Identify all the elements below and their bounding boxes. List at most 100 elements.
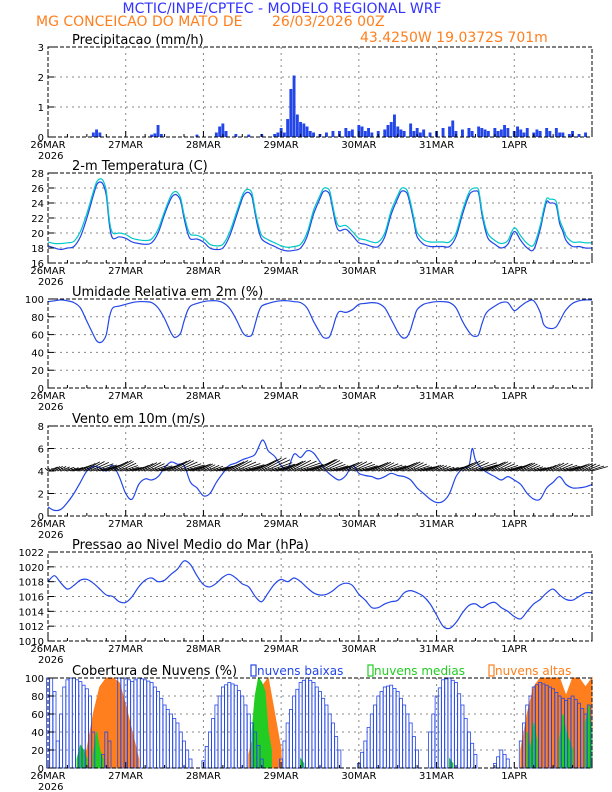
wind-barb-tick (391, 467, 395, 472)
panel-6: 26MAR 27MAR 28MAR 29MAR 30MAR 31MAR 1APR202602… (25, 664, 593, 792)
wind-barb-tick (261, 467, 266, 472)
precip-bar (519, 129, 523, 137)
wind-barb (148, 463, 165, 472)
wind-barb-tick (523, 467, 528, 472)
y-tick-label: 1 (38, 103, 44, 114)
wind-barb-tick (115, 467, 120, 472)
wind-barb-tick (297, 467, 301, 472)
panel-title: Precipitacao (mm/h) (72, 33, 204, 48)
wind-barb (177, 461, 198, 472)
x-tick-label: 27MAR (108, 391, 143, 402)
wind-barb-tick (332, 467, 337, 472)
legend-swatch (488, 664, 495, 677)
wind-barb-tick (132, 467, 136, 472)
panel-5: 26MAR 27MAR 28MAR 29MAR 30MAR 31MAR 1APR 2026 10… (19, 538, 593, 666)
wind-barb-tick (264, 467, 269, 472)
wind-barb-tick (135, 467, 139, 472)
gridlines (48, 678, 592, 768)
wind-barb-tick (119, 467, 123, 472)
wind-barb-tick (455, 467, 460, 472)
x-tick-label: 31MAR (419, 140, 454, 151)
y-tick-label: 60 (31, 710, 44, 721)
precip-bar (286, 119, 290, 137)
wind-barb-tick (400, 467, 405, 472)
panel-4: 26MAR 27MAR 28MAR 29MAR 30MAR 31MAR 1APR202602… (30, 412, 608, 541)
wind-barb-tick (106, 467, 110, 472)
y-axis: 16 18 20 22 24 26 28 (31, 169, 54, 270)
wind-barb-tick (520, 467, 525, 472)
wind-barb-tick (426, 467, 431, 472)
series-precipitacao (91, 75, 587, 137)
y-axis: 0 2 4 6 8 (38, 422, 54, 523)
wind-barb (271, 463, 296, 472)
wind-barb (255, 459, 278, 472)
precip-bar (402, 131, 406, 137)
wind-barb-tick (345, 467, 350, 472)
x-tick-label: 1APR (501, 644, 527, 655)
y-tick-label: 40 (31, 348, 44, 359)
wind-barb (484, 462, 504, 472)
precip-bar (153, 133, 157, 137)
wind-barb-tick (222, 467, 227, 472)
wind-barb-tick (226, 467, 230, 472)
precip-bar (295, 114, 299, 137)
precip-bar (483, 129, 487, 137)
wind-barb-tick (154, 467, 159, 472)
precip-bar (331, 131, 335, 137)
wind-barb (290, 460, 311, 472)
wind-barb-tick (294, 467, 298, 472)
x-tick-label: 27MAR (108, 519, 143, 530)
wind-barb (232, 460, 252, 472)
x-tick-label: 1APR (501, 391, 527, 402)
wind-barb (491, 461, 509, 472)
wind-barb-tick (54, 467, 58, 472)
precip-bar (545, 128, 549, 137)
panel-title: 2-m Temperatura (C) (72, 159, 208, 174)
precip-bar (451, 120, 455, 137)
wind-barb-tick (300, 467, 305, 472)
x-tick-label: 27MAR (108, 644, 143, 655)
precip-bar (393, 114, 396, 137)
y-tick-label: 40 (31, 728, 44, 739)
x-tick-label: 29MAR (264, 771, 299, 782)
wind-barb (229, 460, 249, 472)
wind-barb-tick (99, 467, 104, 472)
wind-barb-tick (93, 467, 97, 472)
precip-bar (302, 123, 306, 137)
wind-barb-tick (239, 467, 243, 472)
precip-bar (221, 123, 225, 137)
gridlines (48, 299, 592, 388)
wind-barb-tick (410, 467, 415, 472)
y-tick-label: 26 (31, 184, 44, 195)
precip-bar (308, 131, 312, 137)
panel-1: 26MAR 27MAR 28MAR 29MAR 30MAR 31MAR 1APR 2026 0 1… (30, 33, 593, 162)
wind-barb (497, 463, 515, 472)
x-tick-label: 30MAR (341, 391, 376, 402)
wind-barb (293, 460, 317, 472)
wind-barb-tick (190, 467, 194, 472)
wind-barb-tick (559, 467, 564, 472)
x-tick-label: 26MAR (30, 519, 65, 530)
wind-barb (465, 460, 485, 472)
wind-barb-tick (582, 467, 586, 472)
gridlines (48, 552, 592, 641)
wind-barb-tick (145, 467, 149, 472)
gridlines (48, 47, 592, 137)
wind-barb (319, 460, 340, 472)
wind-barb-tick (112, 467, 117, 472)
y-tick-label: 3 (38, 43, 44, 54)
wind-barb-tick (433, 467, 437, 472)
wind-barb-tick (575, 467, 580, 472)
wind-barb-tick (122, 467, 126, 472)
wind-barb-tick (446, 467, 450, 472)
precip-bar (396, 126, 400, 137)
panel-title: Vento em 10m (m/s) (72, 412, 205, 427)
wind-barb (348, 461, 368, 472)
x-tick-label: 29MAR (264, 519, 299, 530)
series-line (47, 181, 593, 252)
y-tick-label: 100 (25, 674, 44, 685)
wind-barb (339, 463, 356, 472)
wind-barb (300, 464, 324, 472)
wind-barb-tick (245, 467, 250, 472)
wind-barb-tick (481, 467, 486, 472)
